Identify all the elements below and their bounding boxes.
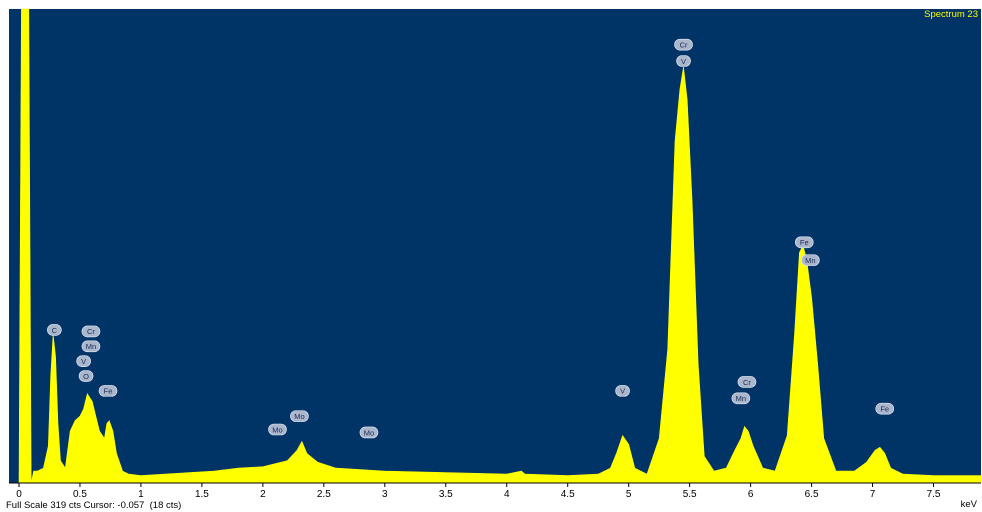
x-axis-unit-label: keV bbox=[960, 499, 977, 510]
peak-label: Mn bbox=[731, 392, 751, 405]
x-tick-label: 4.5 bbox=[561, 489, 575, 500]
peak-label-text: Mn bbox=[805, 256, 815, 265]
peak-label: V bbox=[76, 355, 91, 367]
peak-label: Fe bbox=[875, 402, 895, 415]
peak-label-badge bbox=[737, 376, 757, 388]
x-tick-label: 2.5 bbox=[317, 489, 331, 500]
peak-label-badge bbox=[98, 385, 118, 397]
peak-label: Mo bbox=[359, 426, 379, 439]
peak-label: O bbox=[78, 370, 94, 382]
peak-label-text: Cr bbox=[87, 327, 95, 336]
x-tick-label: 6.5 bbox=[805, 489, 819, 500]
peak-label: Mo bbox=[268, 423, 287, 436]
peak-label-badge bbox=[78, 370, 94, 382]
peak-label-badge bbox=[81, 340, 101, 353]
peak-label-text: Mo bbox=[294, 412, 304, 421]
peak-label-text: Fe bbox=[800, 238, 809, 247]
peak-label-text: V bbox=[81, 357, 86, 366]
spectrum-title: Spectrum 23 bbox=[924, 9, 978, 20]
x-tick-label: 1 bbox=[138, 489, 144, 500]
x-axis-ticks: 0 0.5 1 1.5 2 2.5 3 3.5 4 4.5 5 5.5 6 6.5 7 7.5 bbox=[16, 483, 941, 500]
plot-background bbox=[9, 9, 981, 483]
x-tick-label: 7 bbox=[870, 489, 876, 500]
x-tick-label: 0.5 bbox=[73, 489, 87, 500]
x-tick-label: 6 bbox=[748, 489, 754, 500]
peak-label-text: Cr bbox=[680, 40, 688, 49]
peak-label-badge bbox=[731, 392, 751, 405]
peak-label-badge bbox=[47, 324, 62, 336]
peak-label-text: O bbox=[83, 372, 89, 381]
x-tick-label: 3.5 bbox=[439, 489, 453, 500]
x-tick-label: 2 bbox=[260, 489, 266, 500]
peak-label-badge bbox=[674, 38, 693, 51]
x-tick-label: 7.5 bbox=[927, 489, 941, 500]
peak-label-text: Mn bbox=[736, 394, 746, 403]
peak-label: Cr bbox=[737, 376, 757, 388]
peak-label-badge bbox=[290, 410, 309, 422]
peak-label: Mo bbox=[290, 410, 309, 422]
peak-label-badge bbox=[268, 423, 287, 436]
peak-label: V bbox=[676, 55, 691, 67]
peak-label: Cr bbox=[81, 325, 101, 338]
x-tick-label: 5.5 bbox=[683, 489, 697, 500]
peak-label: Mn bbox=[801, 254, 820, 266]
peak-label-badge bbox=[875, 402, 895, 415]
peak-label-badge bbox=[81, 325, 101, 338]
peak-label: C bbox=[47, 324, 62, 336]
peak-label: Mn bbox=[81, 340, 101, 353]
peak-label-text: Fe bbox=[880, 405, 889, 414]
peak-label-text: Mo bbox=[364, 428, 374, 437]
peak-label-text: Mo bbox=[272, 425, 282, 434]
peak-label-badge bbox=[801, 254, 820, 266]
x-tick-label: 1.5 bbox=[195, 489, 209, 500]
peak-label: Fe bbox=[98, 385, 118, 397]
peak-label-text: Mn bbox=[86, 342, 96, 351]
peak-label-badge bbox=[76, 355, 91, 367]
peak-label-badge bbox=[615, 385, 630, 397]
peak-label-text: Fe bbox=[104, 387, 113, 396]
peak-label-text: Cr bbox=[743, 378, 751, 387]
peak-label-text: C bbox=[52, 326, 58, 335]
peak-label: Fe bbox=[794, 236, 814, 249]
peak-label-badge bbox=[359, 426, 379, 439]
peak-label: Cr bbox=[674, 38, 693, 51]
peak-label-text: V bbox=[681, 57, 686, 66]
peak-label-badge bbox=[794, 236, 814, 249]
x-tick-label: 4 bbox=[504, 489, 510, 500]
x-tick-label: 3 bbox=[382, 489, 388, 500]
peak-label-badge bbox=[676, 55, 691, 67]
peak-label: V bbox=[615, 385, 630, 397]
x-tick-label: 5 bbox=[626, 489, 632, 500]
peak-label-text: V bbox=[620, 387, 625, 396]
x-tick-label: 0 bbox=[16, 489, 22, 500]
status-bar-text: Full Scale 319 cts Cursor: -0.057 (18 ct… bbox=[6, 500, 182, 511]
